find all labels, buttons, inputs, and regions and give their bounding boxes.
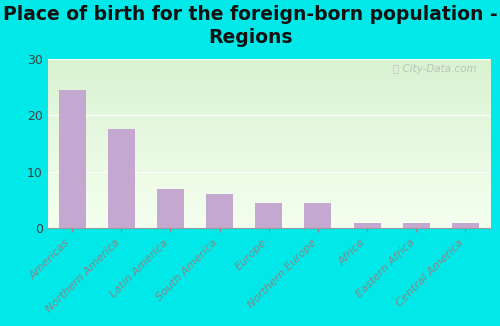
Bar bbox=[58, 90, 86, 228]
Text: ⓘ City-Data.com: ⓘ City-Data.com bbox=[393, 64, 476, 74]
Bar bbox=[304, 203, 332, 228]
Bar bbox=[402, 223, 430, 228]
Bar bbox=[108, 129, 135, 228]
Text: Place of birth for the foreign-born population -
Regions: Place of birth for the foreign-born popu… bbox=[2, 5, 498, 47]
Bar bbox=[206, 194, 233, 228]
Bar bbox=[255, 203, 282, 228]
Bar bbox=[354, 223, 380, 228]
Bar bbox=[157, 189, 184, 228]
Bar bbox=[452, 223, 479, 228]
